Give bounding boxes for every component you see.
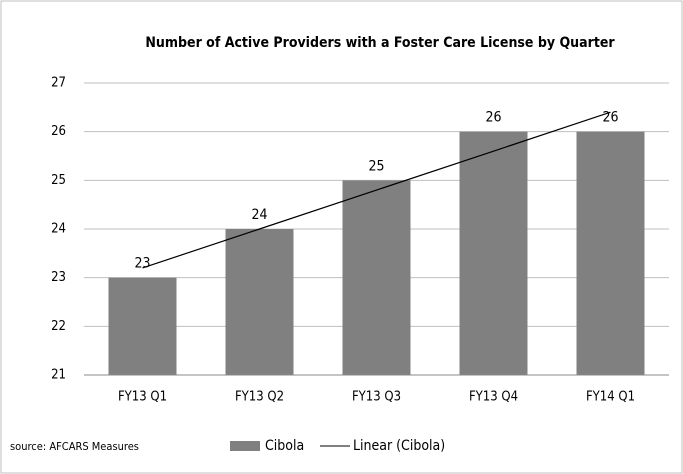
x-tick-label: FY13 Q3 — [352, 390, 401, 405]
y-tick-label: 25 — [51, 173, 66, 188]
bar — [225, 229, 294, 375]
chart-title: Number of Active Providers with a Foster… — [145, 35, 615, 51]
x-tick-label: FY13 Q4 — [469, 390, 518, 405]
y-tick-label: 24 — [51, 222, 66, 237]
legend-swatch — [230, 441, 260, 451]
legend-label: Linear (Cibola) — [353, 438, 445, 454]
data-label: 26 — [602, 110, 618, 126]
bar — [108, 277, 177, 375]
data-label: 26 — [485, 110, 501, 126]
y-tick-label: 27 — [51, 76, 66, 91]
y-tick-label: 21 — [51, 368, 66, 383]
y-tick-label: 23 — [51, 270, 66, 285]
y-tick-label: 22 — [51, 319, 66, 334]
data-label: 23 — [134, 256, 150, 272]
trend-line — [142, 111, 611, 269]
x-tick-label: FY14 Q1 — [586, 390, 635, 405]
bar — [459, 131, 528, 375]
data-label: 24 — [251, 207, 267, 223]
y-tick-label: 26 — [51, 124, 66, 139]
bar — [576, 131, 645, 375]
bar — [342, 180, 411, 375]
x-tick-label: FY13 Q2 — [235, 390, 284, 405]
source-note: source: AFCARS Measures — [10, 440, 139, 453]
data-label: 25 — [368, 158, 384, 174]
legend-label: Cibola — [265, 438, 304, 454]
x-tick-label: FY13 Q1 — [118, 390, 167, 405]
